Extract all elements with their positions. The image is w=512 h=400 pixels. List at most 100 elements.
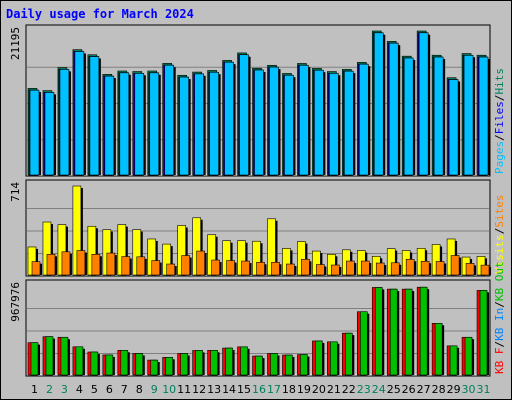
bar-sites: [121, 256, 131, 276]
bar-sites: [151, 260, 161, 276]
bar-pages: [284, 74, 294, 176]
bar-kb-out: [285, 354, 293, 376]
bar-kb-out: [345, 332, 353, 376]
day-label: 26: [402, 383, 416, 396]
bar-kb-out: [300, 354, 308, 376]
legend-entry: Hits: [493, 68, 506, 95]
legend-entry: /: [493, 134, 506, 141]
bar-pages: [164, 64, 175, 176]
panel-border: [25, 179, 491, 277]
bar-sites: [196, 250, 205, 276]
legend-visits_sites: Visits/Sites: [493, 195, 506, 275]
day-label: 24: [372, 383, 386, 396]
bar-sites: [360, 260, 370, 276]
day-label: 28: [432, 383, 446, 396]
bar-sites: [346, 260, 355, 276]
legend-entry: /: [493, 341, 506, 348]
day-label: 31: [477, 383, 491, 396]
bar-sites: [76, 250, 86, 276]
legend-entry: /: [493, 95, 506, 102]
bar-sites: [256, 261, 265, 276]
bar-kb-out: [449, 345, 458, 376]
legend-entry: Files: [493, 101, 506, 134]
bar-sites: [405, 258, 415, 276]
day-label: 19: [297, 383, 311, 396]
bar-kb-out: [419, 286, 428, 376]
bar-pages: [149, 72, 160, 176]
day-label: 20: [312, 383, 326, 396]
bar-pages: [194, 73, 204, 176]
bar-kb-out: [210, 350, 218, 376]
day-label: 10: [162, 383, 176, 396]
bar-kb-out: [45, 336, 54, 376]
bar-pages: [179, 76, 189, 176]
bar-kb-out: [105, 354, 114, 376]
bar-kb-out: [165, 357, 174, 376]
bar-sites: [316, 264, 325, 276]
day-label: 30: [462, 383, 476, 396]
bar-sites: [450, 255, 460, 276]
legend-entry: Sites: [493, 195, 506, 228]
bar-kb-out: [359, 311, 368, 376]
bar-sites: [211, 259, 220, 276]
day-label: 25: [387, 383, 401, 396]
bar-pages: [29, 89, 40, 176]
legend-entry: Visits: [493, 234, 506, 274]
day-label: 23: [357, 383, 371, 396]
day-label: 11: [177, 383, 191, 396]
bar-kb-out: [225, 347, 233, 376]
bar-pages: [134, 73, 145, 176]
legend-entry: KB Out: [493, 261, 506, 301]
bar-kb-out: [255, 355, 263, 376]
bar-pages: [269, 66, 279, 176]
day-label: 3: [61, 383, 68, 396]
bar-kb-out: [315, 340, 323, 376]
day-label: 15: [237, 383, 251, 396]
legend-entry: KB In: [493, 308, 506, 341]
bar-pages: [344, 70, 354, 176]
day-label: 4: [76, 383, 83, 396]
bar-kb-out: [135, 353, 144, 376]
bar-pages: [254, 69, 264, 176]
bar-pages: [224, 61, 234, 176]
bar-kb-out: [330, 341, 338, 376]
bar-pages: [373, 32, 384, 176]
day-label: 8: [136, 383, 143, 396]
bar-kb-out: [479, 290, 488, 376]
bar-sites: [435, 261, 445, 276]
chart-title: Daily usage for March 2024: [6, 7, 194, 21]
bar-kb-out: [464, 336, 473, 376]
bar-kb-out: [389, 288, 398, 376]
bar-pages: [59, 69, 70, 176]
bar-sites: [106, 252, 116, 276]
bar-kb-out: [240, 346, 248, 376]
day-label: 21: [327, 383, 341, 396]
day-label: 14: [222, 383, 236, 396]
bar-pages: [433, 56, 444, 176]
bar-pages: [89, 56, 100, 176]
day-label: 2: [46, 383, 53, 396]
bar-sites: [286, 263, 295, 276]
day-label: 27: [417, 383, 431, 396]
bar-pages: [329, 73, 339, 176]
y-max-label: 21195: [9, 27, 22, 60]
day-label: 16: [252, 383, 266, 396]
bar-pages: [463, 55, 474, 176]
bar-pages: [448, 79, 459, 176]
bar-pages: [209, 71, 219, 176]
day-label: 18: [282, 383, 296, 396]
y-max-label: 714: [9, 182, 22, 202]
bar-kb-out: [90, 351, 99, 376]
day-label: 17: [267, 383, 281, 396]
bar-pages: [314, 69, 324, 176]
bar-sites: [91, 254, 101, 276]
day-label: 5: [91, 383, 98, 396]
bar-pages: [478, 56, 489, 176]
legend-entry: Pages: [493, 141, 506, 174]
legend-entry: KB F: [493, 348, 506, 375]
legend-kbytes: KB F/KB In/KB Out: [493, 261, 506, 374]
bar-sites: [31, 261, 41, 276]
bar-kb-out: [270, 353, 278, 376]
bar-sites: [166, 263, 176, 276]
